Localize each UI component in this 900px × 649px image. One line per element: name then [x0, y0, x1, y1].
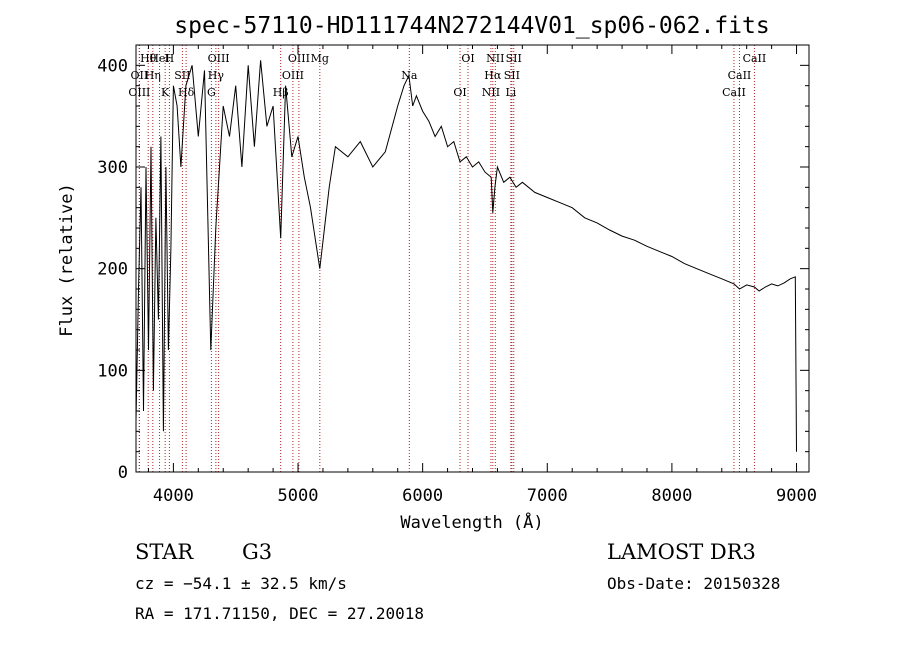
- object-class: STAR: [135, 540, 194, 564]
- spectral-line-markers: [138, 45, 755, 472]
- x-axis-ticks: 4000 5000 6000 7000 8000 9000: [147, 45, 817, 506]
- spectral-line-label: Mg: [311, 52, 329, 65]
- coordinates: RA = 171.71150, DEC = 27.20018: [135, 604, 424, 623]
- spectral-line-label: Hα: [484, 69, 502, 82]
- spectral-line-label: CaII: [728, 69, 752, 82]
- spectrum-series-line: [135, 60, 797, 452]
- spectral-line-label: SII: [504, 69, 520, 82]
- spectral-line-label: SII: [174, 69, 190, 82]
- y-tick-label: 400: [97, 56, 128, 76]
- chart-title: spec-57110-HD111744N272144V01_sp06-062.f…: [174, 13, 769, 39]
- spectral-line-labels: Hθ OII OIII HeI HηK H SII Hδ OIII Hγ G OIII OIII Hβ Mg…: [128, 52, 766, 99]
- spectral-line-label: Hδ: [178, 86, 195, 99]
- y-tick-label: 100: [97, 361, 128, 381]
- spectral-line-label: K: [161, 86, 170, 99]
- x-tick-label: 4000: [153, 486, 194, 506]
- plot-frame: [135, 44, 810, 473]
- spectral-line-label: H: [165, 52, 175, 65]
- spectral-line-label: OIII: [208, 52, 230, 65]
- spectral-line-label: OIII: [282, 69, 304, 82]
- redshift-cz: cz = −54.1 ± 32.5 km/s: [135, 574, 347, 593]
- spectral-line-label: Li: [505, 86, 516, 99]
- y-axis-label: Flux (relative): [57, 183, 77, 337]
- spectral-line-label: Na: [401, 69, 418, 82]
- spectral-line-label: Hβ: [273, 86, 289, 99]
- x-tick-label: 6000: [402, 486, 443, 506]
- y-tick-label: 200: [97, 260, 128, 280]
- spectral-line-label: CaII: [743, 52, 767, 65]
- spectral-line-label: OIII: [128, 86, 150, 99]
- y-tick-label: 0: [118, 463, 128, 483]
- x-axis-label: Wavelength (Å): [400, 511, 543, 533]
- object-subclass: G3: [242, 540, 272, 564]
- spectral-line-label: SII: [506, 52, 522, 65]
- spectral-line-label: Hγ: [208, 69, 225, 82]
- spectral-line-label: HeI: [149, 52, 169, 65]
- spectral-line-label: NII: [482, 86, 500, 99]
- spectral-line-label: G: [207, 86, 216, 99]
- spectral-line-label: OI: [453, 86, 466, 99]
- x-tick-label: 5000: [278, 486, 319, 506]
- spectral-line-label: CaII: [722, 86, 746, 99]
- spectral-line-label: OII: [131, 69, 149, 82]
- spectral-line-label: Hη: [145, 69, 161, 82]
- y-axis-ticks: 0 100 200 300 400: [97, 44, 809, 483]
- x-tick-label: 9000: [776, 486, 817, 506]
- observation-date: Obs-Date: 20150328: [607, 574, 780, 593]
- y-tick-label: 300: [97, 158, 128, 178]
- spectral-line-label: NII: [486, 52, 504, 65]
- x-tick-label: 8000: [651, 486, 692, 506]
- x-tick-label: 7000: [527, 486, 568, 506]
- spectral-line-label: OI: [461, 52, 474, 65]
- survey-name: LAMOST DR3: [607, 540, 756, 564]
- spectral-line-label: Hθ: [140, 52, 157, 65]
- spectral-line-label: OIII: [288, 52, 310, 65]
